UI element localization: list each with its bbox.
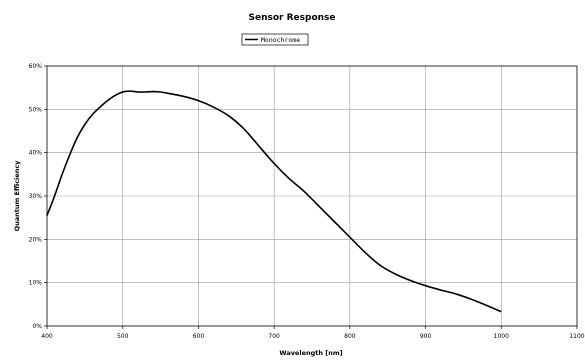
x-tick-label: 400 — [41, 333, 53, 340]
y-tick-label: 0% — [32, 323, 42, 330]
y-tick-label: 10% — [29, 280, 43, 287]
legend-box — [241, 33, 309, 46]
x-axis-label: Wavelength [nm] — [279, 349, 342, 357]
y-tick-label: 40% — [29, 150, 43, 157]
series-layer — [46, 90, 502, 313]
x-axis-ticks: 400 500 600 700 800 900 1000 1100 — [41, 326, 585, 340]
y-tick-label: 50% — [29, 106, 43, 113]
y-tick-label: 30% — [29, 193, 43, 200]
chart-title: Sensor Response — [249, 13, 336, 23]
y-tick-label: 60% — [29, 63, 43, 70]
y-axis-label: Quantum Efficiency — [13, 160, 21, 232]
x-tick-label: 900 — [420, 333, 432, 340]
legend-label-monochrome: Monochrome — [261, 36, 300, 44]
y-axis-ticks: 0% 10% 20% 30% 40% 50% 60% — [29, 63, 47, 330]
legend: Monochrome — [241, 33, 309, 46]
x-tick-label: 1100 — [569, 333, 584, 340]
plot-area-frame — [46, 65, 578, 327]
series-line-monochrome — [46, 90, 502, 313]
x-tick-label: 700 — [268, 333, 280, 340]
x-tick-label: 1000 — [494, 333, 509, 340]
x-tick-label: 500 — [117, 333, 129, 340]
y-tick-label: 20% — [29, 236, 43, 243]
grid — [47, 66, 577, 326]
x-tick-label: 600 — [193, 333, 205, 340]
x-tick-label: 800 — [344, 333, 356, 340]
